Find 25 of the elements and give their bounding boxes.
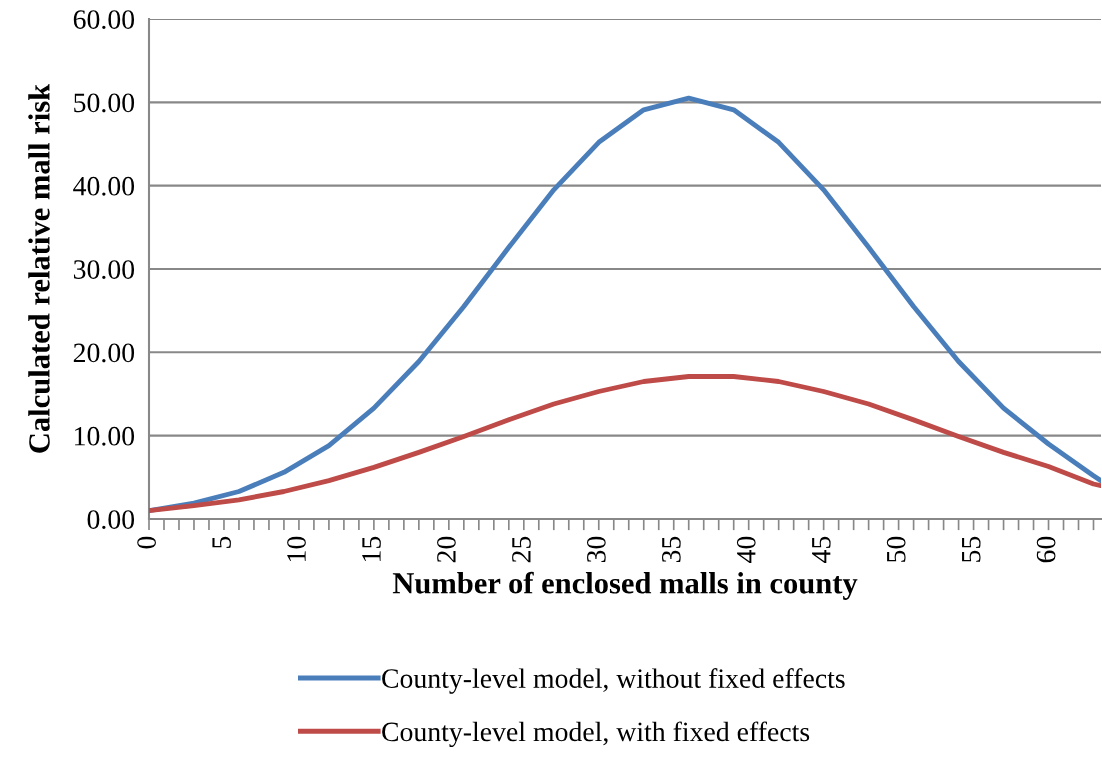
y-tick-label: 20.00: [73, 343, 135, 363]
x-tick-label: 5: [212, 536, 231, 548]
x-tick-label: 25: [512, 536, 531, 563]
y-tick-label: 10.00: [75, 426, 135, 446]
legend-label: County-level model, without fixed effects: [382, 668, 845, 694]
y-tick-label: 60.00: [73, 10, 135, 30]
x-tick-label: 60: [1036, 536, 1056, 563]
y-tick-label: 50.00: [74, 93, 135, 113]
y-tick-label: 40.00: [73, 176, 135, 196]
x-tick-label: 40: [736, 536, 756, 563]
legend-label: County-level model, with fixed effects: [382, 721, 810, 747]
x-axis-title: Number of enclosed malls in county: [392, 571, 858, 600]
line-series: [149, 374, 1101, 514]
y-tick-label: 0.00: [87, 510, 135, 530]
x-tick-label: 30: [586, 536, 606, 563]
x-tick-label: 55: [962, 536, 981, 562]
x-tick-label: 0: [137, 536, 156, 549]
x-tick-label: 45: [812, 536, 831, 563]
x-tick-label: 50: [886, 536, 906, 562]
x-tick-label: 20: [437, 536, 456, 563]
x-tick-label: 35: [662, 536, 681, 563]
x-tick-label: 15: [362, 536, 381, 561]
y-axis-title: Calculated relative mall risk: [28, 83, 50, 453]
x-tick-label: 10: [287, 536, 306, 561]
y-tick-label: 30.00: [73, 260, 135, 280]
